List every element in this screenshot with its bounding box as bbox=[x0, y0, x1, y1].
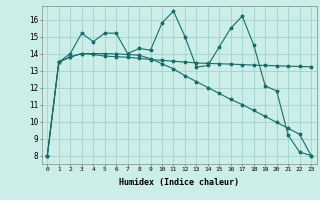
X-axis label: Humidex (Indice chaleur): Humidex (Indice chaleur) bbox=[119, 178, 239, 187]
